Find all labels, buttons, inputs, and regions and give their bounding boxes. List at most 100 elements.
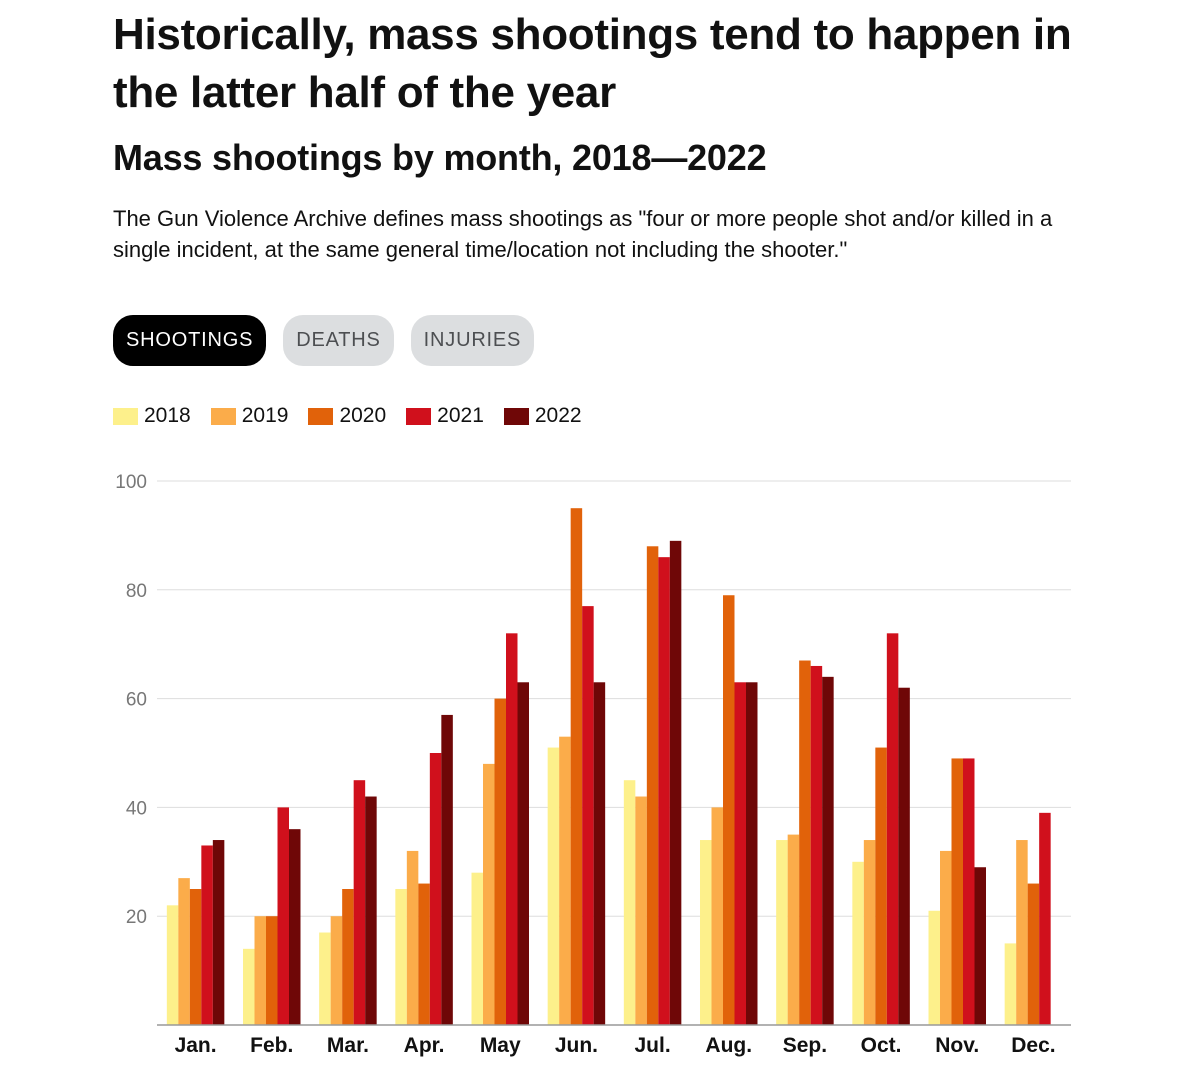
legend-swatch-2022 — [503, 407, 529, 425]
x-tick-label: Aug. — [705, 1034, 752, 1057]
bar-2020 — [1027, 883, 1040, 1025]
bar-group-jan — [166, 840, 225, 1025]
bar-2020 — [189, 889, 202, 1025]
bar-2019 — [254, 916, 266, 1025]
bar-group-apr — [395, 714, 453, 1025]
bar-group-sep — [776, 660, 834, 1025]
bars — [166, 508, 1051, 1025]
bar-2020 — [951, 758, 963, 1025]
bar-2019 — [178, 878, 190, 1025]
bar-group-jul — [623, 540, 682, 1025]
bar-2021 — [810, 665, 823, 1025]
bar-2019 — [406, 850, 419, 1025]
bar-2018 — [395, 889, 407, 1025]
bar-group-mar — [319, 780, 377, 1025]
tab-deaths[interactable]: DEATHS — [283, 315, 394, 366]
bar-2020 — [799, 660, 811, 1025]
x-tick-label: Oct. — [861, 1034, 902, 1057]
x-tick-label: Mar. — [327, 1034, 369, 1057]
chart-subtitle: Mass shootings by month, 2018—2022 — [113, 137, 767, 178]
metric-tabs: SHOOTINGS DEATHS INJURIES — [113, 315, 535, 366]
legend-label-2018: 2018 — [144, 404, 191, 427]
bar-group-jun — [547, 508, 606, 1025]
legend-swatch-2018 — [113, 407, 138, 425]
tab-shootings[interactable]: SHOOTINGS — [113, 315, 267, 366]
bar-2018 — [776, 840, 788, 1025]
bar-2018 — [243, 948, 255, 1025]
x-tick-label: May — [480, 1034, 521, 1057]
legend-swatch-2020 — [308, 407, 334, 425]
x-tick-label: Feb. — [250, 1034, 293, 1057]
bar-2022 — [593, 682, 606, 1025]
bar-2018 — [928, 910, 940, 1025]
bar-2021 — [886, 633, 899, 1025]
x-tick-label: Sep. — [783, 1034, 827, 1057]
bar-2021 — [353, 780, 366, 1025]
bar-2020 — [570, 508, 583, 1025]
bar-group-feb — [243, 807, 301, 1025]
bar-group-dec — [1004, 812, 1051, 1025]
bar-2019 — [635, 796, 647, 1025]
chart-description: The Gun Violence Archive defines mass sh… — [113, 206, 1053, 262]
y-tick-label: 40 — [126, 798, 147, 819]
bar-2018 — [166, 905, 179, 1025]
legend-label-2019: 2019 — [241, 404, 289, 427]
tab-injuries[interactable]: INJURIES — [410, 315, 535, 366]
bar-2022 — [974, 867, 986, 1025]
bar-2018 — [471, 872, 483, 1025]
y-tick-label: 20 — [126, 907, 147, 928]
legend-item-2018: 2018 — [113, 404, 191, 428]
x-axis-ticks: Jan. Feb. Mar. Apr. May Jun. Jul. Aug. Sep. Oct. N… — [175, 1034, 1056, 1057]
bar-2021 — [582, 606, 594, 1025]
bar-2022 — [822, 676, 834, 1025]
bar-2022 — [289, 829, 301, 1025]
bar-2020 — [494, 698, 506, 1025]
x-tick-label: Apr. — [404, 1034, 445, 1057]
legend-label-2022: 2022 — [534, 404, 582, 427]
chart-legend: 2018 2019 2020 2021 2022 — [113, 404, 602, 428]
bar-2019 — [1016, 840, 1028, 1025]
bar-2022 — [441, 714, 453, 1025]
bar-2022 — [212, 840, 225, 1025]
grid-lines — [157, 480, 1071, 917]
bar-2021 — [506, 633, 518, 1025]
bar-2021 — [658, 557, 670, 1025]
x-tick-label: Jun. — [555, 1034, 598, 1057]
legend-item-2022: 2022 — [503, 404, 582, 428]
bar-2018 — [623, 780, 636, 1025]
bar-2021 — [963, 758, 975, 1025]
y-tick-label: 80 — [126, 581, 147, 602]
bar-2020 — [342, 889, 354, 1025]
bar-2021 — [429, 753, 442, 1025]
bar-2021 — [734, 682, 746, 1025]
bar-2018 — [1004, 943, 1017, 1025]
bar-2019 — [559, 736, 571, 1025]
bar-2019 — [483, 763, 495, 1025]
legend-label-2020: 2020 — [339, 404, 387, 427]
legend-label-2021: 2021 — [437, 404, 484, 427]
bar-2020 — [418, 883, 430, 1025]
bar-2021 — [201, 845, 213, 1025]
bar-2020 — [875, 747, 887, 1025]
y-axis-ticks: 20 40 60 80 100 — [115, 472, 147, 928]
x-tick-label: Nov. — [935, 1034, 979, 1057]
bar-2020 — [723, 595, 735, 1025]
bar-2022 — [517, 682, 529, 1025]
legend-swatch-2021 — [406, 407, 432, 425]
bar-group-oct — [852, 633, 910, 1025]
x-tick-label: Jan. — [175, 1034, 217, 1057]
bar-2022 — [898, 687, 910, 1025]
bar-group-aug — [700, 595, 758, 1025]
bar-2022 — [669, 540, 682, 1025]
bar-2022 — [365, 796, 377, 1025]
bar-2020 — [646, 546, 659, 1025]
bar-2021 — [1039, 812, 1051, 1025]
legend-swatch-2019 — [210, 407, 236, 425]
legend-item-2021: 2021 — [406, 404, 484, 428]
legend-item-2019: 2019 — [210, 404, 289, 428]
y-tick-label: 100 — [115, 472, 147, 493]
bar-2020 — [266, 916, 278, 1025]
bar-2022 — [746, 682, 758, 1025]
bar-2018 — [547, 747, 560, 1025]
